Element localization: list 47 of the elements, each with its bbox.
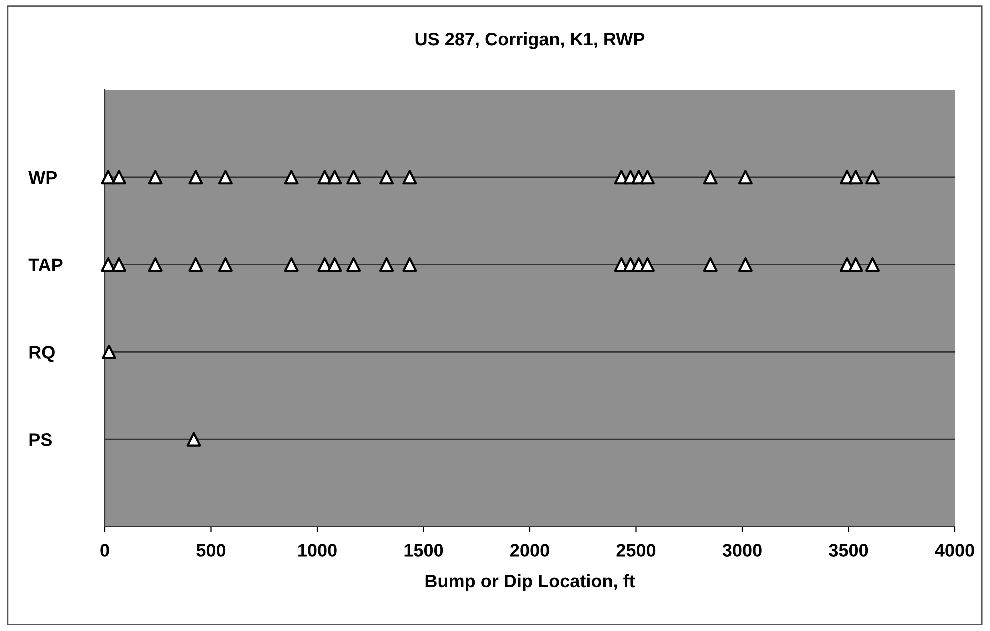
point (112, 258, 126, 272)
point (188, 258, 204, 272)
point (640, 170, 655, 185)
y-tick-label: PS (30, 434, 52, 446)
point (346, 258, 362, 272)
point (848, 170, 864, 185)
point (284, 170, 299, 185)
x-tick-label: 4000 (935, 544, 974, 557)
x-tick-label: 2500 (616, 544, 656, 557)
y-tick-label: TAP (28, 258, 63, 272)
point (402, 258, 418, 272)
point (218, 170, 233, 185)
point (703, 170, 718, 185)
x-tick-label: 500 (196, 544, 226, 557)
y-tick-label: RQ (30, 346, 55, 362)
point (738, 170, 753, 185)
point (186, 432, 202, 447)
x-tick-label: 2000 (510, 544, 550, 557)
point (738, 258, 753, 272)
point (346, 170, 362, 185)
point (102, 344, 117, 360)
x-tick-label: 1000 (298, 544, 337, 557)
point (703, 258, 718, 272)
point (848, 258, 864, 272)
point (188, 170, 204, 185)
point (640, 258, 655, 272)
point (284, 258, 299, 272)
point (380, 258, 394, 272)
x-tick-label: 0 (100, 544, 110, 557)
x-tick-label: 3000 (722, 544, 762, 557)
point (148, 170, 163, 185)
point (328, 170, 342, 185)
x-tick-label: 1500 (404, 544, 444, 557)
point (866, 258, 880, 272)
point (101, 258, 116, 272)
point (328, 258, 342, 272)
point (112, 170, 126, 185)
point (218, 258, 233, 272)
point (148, 258, 163, 272)
chart-title: US 287, Corrigan, K1, RWP (416, 32, 645, 50)
y-tick-label: WP (28, 172, 58, 184)
point (866, 170, 880, 185)
point (101, 170, 116, 185)
x-tick-label: 3500 (829, 544, 868, 557)
x-axis-title: Bump or Dip Location, ft (426, 574, 636, 592)
point (380, 170, 394, 185)
point (402, 170, 418, 185)
